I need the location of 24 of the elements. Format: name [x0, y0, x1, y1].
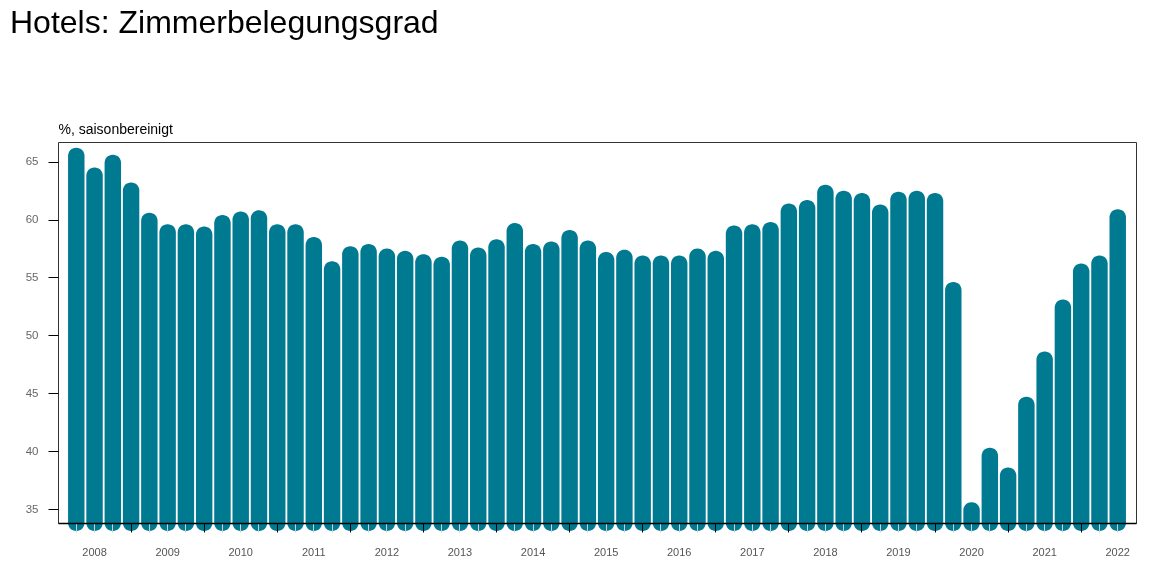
x-tick-label: 2018: [813, 545, 838, 558]
y-tick-label: 55: [25, 270, 39, 283]
y-tick-label: 50: [25, 328, 39, 341]
x-tick-label: 2011: [301, 545, 326, 558]
x-tick-label: 2016: [666, 545, 692, 558]
y-tick-label: 60: [25, 213, 39, 226]
x-tick-label: 2022: [1105, 545, 1130, 558]
x-tick-label: 2021: [1032, 545, 1057, 558]
y-tick-label: 40: [25, 444, 39, 457]
x-tick-label: 2015: [593, 545, 619, 558]
x-tick-label: 2014: [520, 545, 546, 558]
x-tick-label: 2012: [374, 545, 400, 558]
x-tick-label: 2019: [886, 545, 911, 558]
chart-title: Hotels: Zimmerbelegungsgrad: [10, 4, 439, 40]
x-tick-label: 2008: [82, 545, 107, 558]
x-tick-label: 2020: [959, 545, 984, 558]
x-tick-label: 2010: [228, 545, 253, 558]
y-axis-title: %, saisonbereinigt: [58, 120, 174, 137]
y-tick-label: 65: [25, 155, 39, 168]
x-tick-label: 2013: [447, 545, 473, 558]
x-tick-label: 2017: [740, 545, 765, 558]
y-tick-label: 35: [25, 502, 39, 515]
y-tick-label: 45: [25, 386, 39, 399]
x-tick-label: 2009: [155, 545, 180, 558]
